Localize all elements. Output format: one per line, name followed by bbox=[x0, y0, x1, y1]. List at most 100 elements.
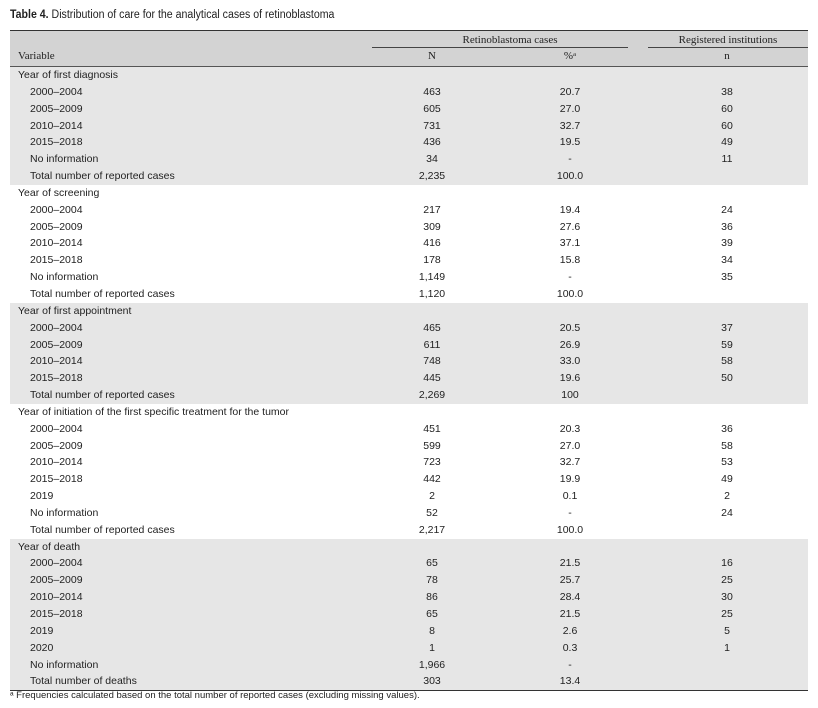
table-row: Total number of deaths 303 13.4 bbox=[10, 673, 808, 690]
cases-n: 78 bbox=[426, 574, 438, 587]
section-label: Year of first diagnosis bbox=[18, 69, 119, 81]
table-row: Total number of reported cases 2,235 100.0 bbox=[10, 168, 808, 185]
row-label: 2000–2004 bbox=[30, 85, 83, 98]
cases-n: 748 bbox=[423, 355, 441, 368]
table-title: Table 4. Distribution of care for the an… bbox=[10, 9, 335, 21]
cases-n: 599 bbox=[423, 439, 441, 452]
cases-n: 445 bbox=[423, 372, 441, 385]
institutions-n: 58 bbox=[721, 439, 733, 452]
row-label: 2010–2014 bbox=[30, 355, 83, 368]
institutions-n: 59 bbox=[721, 338, 733, 351]
table-row: No information 34 - 11 bbox=[10, 151, 808, 168]
institutions-n: 24 bbox=[721, 203, 733, 216]
cases-n: 1,966 bbox=[418, 658, 446, 671]
cases-n: 86 bbox=[426, 591, 438, 604]
cases-n: 178 bbox=[423, 254, 441, 267]
cases-percent: - bbox=[568, 658, 572, 671]
cases-n: 451 bbox=[423, 422, 441, 435]
data-table: Retinoblastoma cases Registered institut… bbox=[10, 30, 808, 692]
table-row: 2010–2014 723 32.7 53 bbox=[10, 454, 808, 471]
table-row: 2005–2009 605 27.0 60 bbox=[10, 101, 808, 118]
cases-percent: 19.4 bbox=[559, 203, 581, 216]
institutions-n: 53 bbox=[721, 456, 733, 469]
section-heading-row: Year of initiation of the first specific… bbox=[10, 404, 808, 421]
cases-percent: 21.5 bbox=[559, 608, 581, 620]
cases-n: 436 bbox=[423, 136, 441, 149]
institutions-n: 36 bbox=[721, 220, 733, 233]
cases-percent: 19.9 bbox=[559, 473, 581, 486]
cases-n: 1,149 bbox=[418, 271, 446, 284]
cases-n: 611 bbox=[423, 338, 441, 351]
table-row: 2000–2004 463 20.7 38 bbox=[10, 84, 808, 101]
row-label: 2005–2009 bbox=[30, 220, 83, 233]
institutions-n: 25 bbox=[721, 608, 733, 620]
row-label: 2000–2004 bbox=[30, 203, 83, 216]
institutions-n: 49 bbox=[721, 136, 733, 149]
row-label: Total number of reported cases bbox=[30, 170, 175, 183]
cases-n: 309 bbox=[423, 220, 441, 233]
cases-n: 2 bbox=[429, 490, 435, 503]
cases-percent: 28.4 bbox=[559, 591, 581, 604]
section-label: Year of screening bbox=[18, 186, 100, 199]
institutions-n: 11 bbox=[721, 153, 733, 166]
cases-percent: 100.0 bbox=[556, 170, 584, 183]
row-label: 2015–2018 bbox=[30, 372, 83, 385]
cases-n: 465 bbox=[423, 321, 441, 334]
table-section: Year of screening 2000–2004 217 19.4 24 2005–… bbox=[10, 185, 808, 303]
cases-percent: 20.5 bbox=[559, 321, 581, 334]
table-row: 2010–2014 748 33.0 58 bbox=[10, 353, 808, 370]
cases-n: 416 bbox=[423, 237, 441, 250]
cases-percent: 32.7 bbox=[559, 119, 581, 132]
table-row: 2020 1 0.3 1 bbox=[10, 640, 808, 657]
header-divider bbox=[648, 47, 808, 48]
cases-percent: - bbox=[568, 153, 572, 166]
table-row: No information 1,966 - bbox=[10, 657, 808, 674]
cases-n: 1 bbox=[429, 641, 435, 654]
section-heading-row: Year of first diagnosis bbox=[10, 67, 808, 84]
row-label: 2010–2014 bbox=[30, 119, 83, 132]
cases-percent: 27.0 bbox=[559, 439, 581, 452]
institutions-n: 49 bbox=[721, 473, 733, 486]
institutions-n: 1 bbox=[724, 641, 730, 654]
cases-percent: 32.7 bbox=[559, 456, 581, 469]
table-header: Retinoblastoma cases Registered institut… bbox=[10, 31, 808, 67]
cases-n: 52 bbox=[426, 506, 438, 519]
table-row: 2015–2018 65 21.5 25 bbox=[10, 606, 808, 623]
table-row: 2015–2018 436 19.5 49 bbox=[10, 134, 808, 151]
cases-percent: 19.6 bbox=[559, 372, 581, 385]
section-heading-row: Year of screening bbox=[10, 185, 808, 202]
table-section: Year of initiation of the first specific… bbox=[10, 404, 808, 539]
institutions-n: 2 bbox=[724, 490, 730, 503]
table-row: Total number of reported cases 2,217 100.0 bbox=[10, 522, 808, 539]
cases-percent: 0.3 bbox=[562, 641, 578, 654]
cases-percent: 13.4 bbox=[559, 675, 581, 688]
cases-n: 2,269 bbox=[418, 389, 446, 402]
cases-percent: 37.1 bbox=[559, 237, 581, 250]
row-label: Total number of reported cases bbox=[30, 287, 175, 300]
header-n-institutions: n bbox=[724, 50, 730, 62]
header-registered-institutions: Registered institutions bbox=[678, 34, 778, 46]
row-label: 2005–2009 bbox=[30, 338, 83, 351]
row-label: No information bbox=[30, 271, 99, 284]
header-retinoblastoma-cases: Retinoblastoma cases bbox=[462, 34, 558, 46]
cases-percent: 2.6 bbox=[562, 624, 578, 637]
cases-n: 2,235 bbox=[418, 170, 446, 183]
cases-n: 723 bbox=[423, 456, 441, 469]
table-row: 2010–2014 86 28.4 30 bbox=[10, 589, 808, 606]
institutions-n: 34 bbox=[721, 254, 733, 267]
institutions-n: 36 bbox=[721, 422, 733, 435]
cases-percent: 19.5 bbox=[559, 136, 581, 149]
section-heading-row: Year of death bbox=[10, 539, 808, 556]
cases-percent: 0.1 bbox=[562, 490, 578, 503]
cases-n: 442 bbox=[423, 473, 441, 486]
cases-n: 605 bbox=[423, 102, 441, 115]
footnote: ᵃ Frequencies calculated based on the to… bbox=[10, 690, 420, 701]
row-label: 2005–2009 bbox=[30, 439, 83, 452]
table-row: Total number of reported cases 2,269 100 bbox=[10, 387, 808, 404]
cases-percent: 33.0 bbox=[559, 355, 581, 368]
table-row: 2000–2004 65 21.5 16 bbox=[10, 555, 808, 572]
cases-percent: 100 bbox=[561, 389, 579, 402]
institutions-n: 35 bbox=[721, 271, 733, 284]
row-label: 2005–2009 bbox=[30, 574, 83, 587]
row-label: 2010–2014 bbox=[30, 237, 83, 250]
